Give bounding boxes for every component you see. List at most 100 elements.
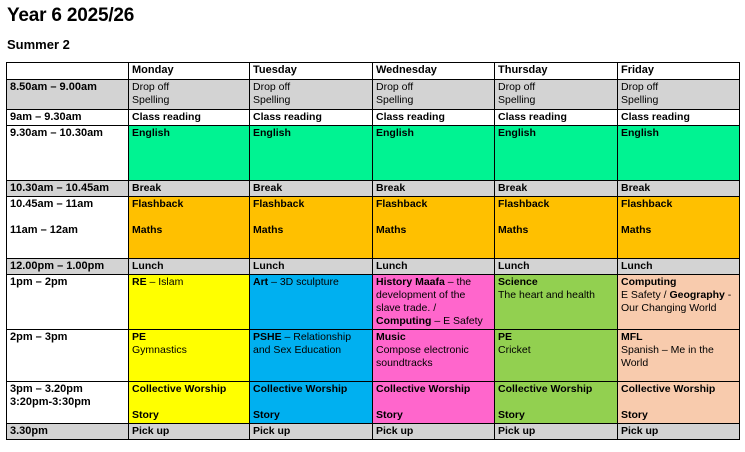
subject-cell-friday-row5: Lunch [617,258,740,275]
cell-text-segment: Pick up [621,425,659,437]
subject-cell-tuesday-row7: PSHE – Relationship and Sex Education [249,329,373,382]
cell-line: Collective Worship [376,383,491,396]
cell-line: Spelling [376,94,491,107]
cell-text-segment: History Maafa [376,276,445,288]
cell-line [10,211,125,224]
cell-line: Flashback [132,198,246,211]
cell-text-segment: Art [253,276,269,288]
cell-text-segment: Pick up [132,425,170,437]
cell-line: Maths [376,224,491,237]
cell-text-segment: Story [132,409,159,421]
cell-text-segment: 9.30am – 10.30am [10,127,103,139]
cell-line: 10.30am – 10.45am [10,182,125,195]
cell-line: Class reading [253,111,369,124]
cell-text-segment: Collective Worship [132,383,227,395]
cell-line: Pick up [132,425,246,438]
time-cell: 10.45am – 11am 11am – 12am [6,196,129,259]
cell-line: 3pm – 3.20pm [10,383,125,396]
cell-text-segment: Cricket [498,344,531,356]
cell-line [498,396,614,409]
cell-line [621,396,736,409]
cell-line: Gymnastics [132,344,246,357]
cell-line: 3.30pm [10,425,125,438]
cell-text-segment: Class reading [621,111,690,123]
cell-text-segment: Spelling [621,94,659,106]
cell-line: Collective Worship [253,383,369,396]
cell-line: Maths [498,224,614,237]
cell-text-segment: Pick up [498,425,536,437]
cell-text-segment: 3pm – 3.20pm [10,383,83,395]
cell-text-segment: Class reading [498,111,567,123]
subject-cell-tuesday-row9: Pick up [249,423,373,440]
cell-text-segment: Music [376,331,406,343]
subject-cell-monday-row2: English [128,125,250,181]
cell-line: 8.50am – 9.00am [10,81,125,94]
cell-text-segment: Gymnastics [132,344,187,356]
cell-text-segment: – the development of the slave trade. / [376,276,472,314]
cell-line: Drop off [132,81,246,94]
cell-text-segment: – 3D sculpture [268,276,339,288]
cell-line: Lunch [132,260,246,273]
cell-line: Collective Worship [498,383,614,396]
cell-line: English [253,127,369,140]
cell-text-segment: Collective Worship [253,383,348,395]
cell-text-segment: Story [253,409,280,421]
time-cell: 9.30am – 10.30am [6,125,129,181]
subject-cell-tuesday-row6: Art – 3D sculpture [249,274,373,330]
cell-text-segment: Compose electronic soundtracks [376,344,469,369]
cell-text-segment: – E Safety [431,315,483,327]
cell-line: Break [498,182,614,195]
cell-line: Science [498,276,614,289]
cell-text-segment: Spelling [498,94,536,106]
cell-line: Lunch [253,260,369,273]
day-header-monday: Monday [128,62,250,80]
cell-line: PE [132,331,246,344]
cell-line: Break [376,182,491,195]
cell-line: Collective Worship [132,383,246,396]
cell-line: E Safety / Geography - Our Changing Worl… [621,289,736,315]
cell-text-segment: Spanish – Me in the World [621,344,714,369]
subject-cell-wednesday-row4: Flashback Maths [372,196,495,259]
cell-text-segment: Story [498,409,525,421]
subject-cell-monday-row3: Break [128,180,250,197]
cell-text-segment: Computing [621,276,677,288]
cell-text-segment: Drop off [498,81,536,93]
cell-line: Class reading [621,111,736,124]
cell-line: Maths [132,224,246,237]
cell-line: Lunch [498,260,614,273]
time-cell: 12.00pm – 1.00pm [6,258,129,275]
cell-text-segment: Flashback [498,198,550,210]
subject-cell-thursday-row8: Collective Worship Story [494,381,618,424]
subject-cell-monday-row5: Lunch [128,258,250,275]
cell-line: Break [253,182,369,195]
subject-cell-thursday-row4: Flashback Maths [494,196,618,259]
cell-text-segment: Flashback [376,198,428,210]
cell-text-segment: E Safety / [621,289,670,301]
cell-line: PSHE – Relationship and Sex Education [253,331,369,357]
cell-line: English [498,127,614,140]
cell-text-segment: 3.30pm [10,425,48,437]
cell-text-segment: Maths [376,224,407,236]
cell-line: Drop off [621,81,736,94]
cell-line: 9.30am – 10.30am [10,127,125,140]
cell-line [253,211,369,224]
cell-text-segment: Drop off [621,81,659,93]
subject-cell-thursday-row3: Break [494,180,618,197]
cell-text-segment: English [621,127,659,139]
day-header-friday: Friday [617,62,740,80]
cell-line: Spelling [132,94,246,107]
table-row: 1pm – 2pm RE – Islam Art – 3D sculpture His… [6,274,740,330]
cell-line: Cricket [498,344,614,357]
cell-text-segment: Class reading [132,111,201,123]
table-row: 2pm – 3pm PE Gymnastics PSHE – Relationship… [6,329,740,382]
cell-line: 12.00pm – 1.00pm [10,260,125,273]
cell-line [132,211,246,224]
cell-text-segment: 9am – 9.30am [10,111,82,123]
cell-line: Compose electronic soundtracks [376,344,491,370]
table-row: 3.30pm Pick up Pick up Pick up Pick up Pick u… [6,423,740,440]
subject-cell-monday-row0: Drop off Spelling [128,79,250,110]
cell-text-segment: Lunch [498,260,530,272]
time-cell: 1pm – 2pm [6,274,129,330]
cell-line: Music [376,331,491,344]
subject-cell-tuesday-row4: Flashback Maths [249,196,373,259]
